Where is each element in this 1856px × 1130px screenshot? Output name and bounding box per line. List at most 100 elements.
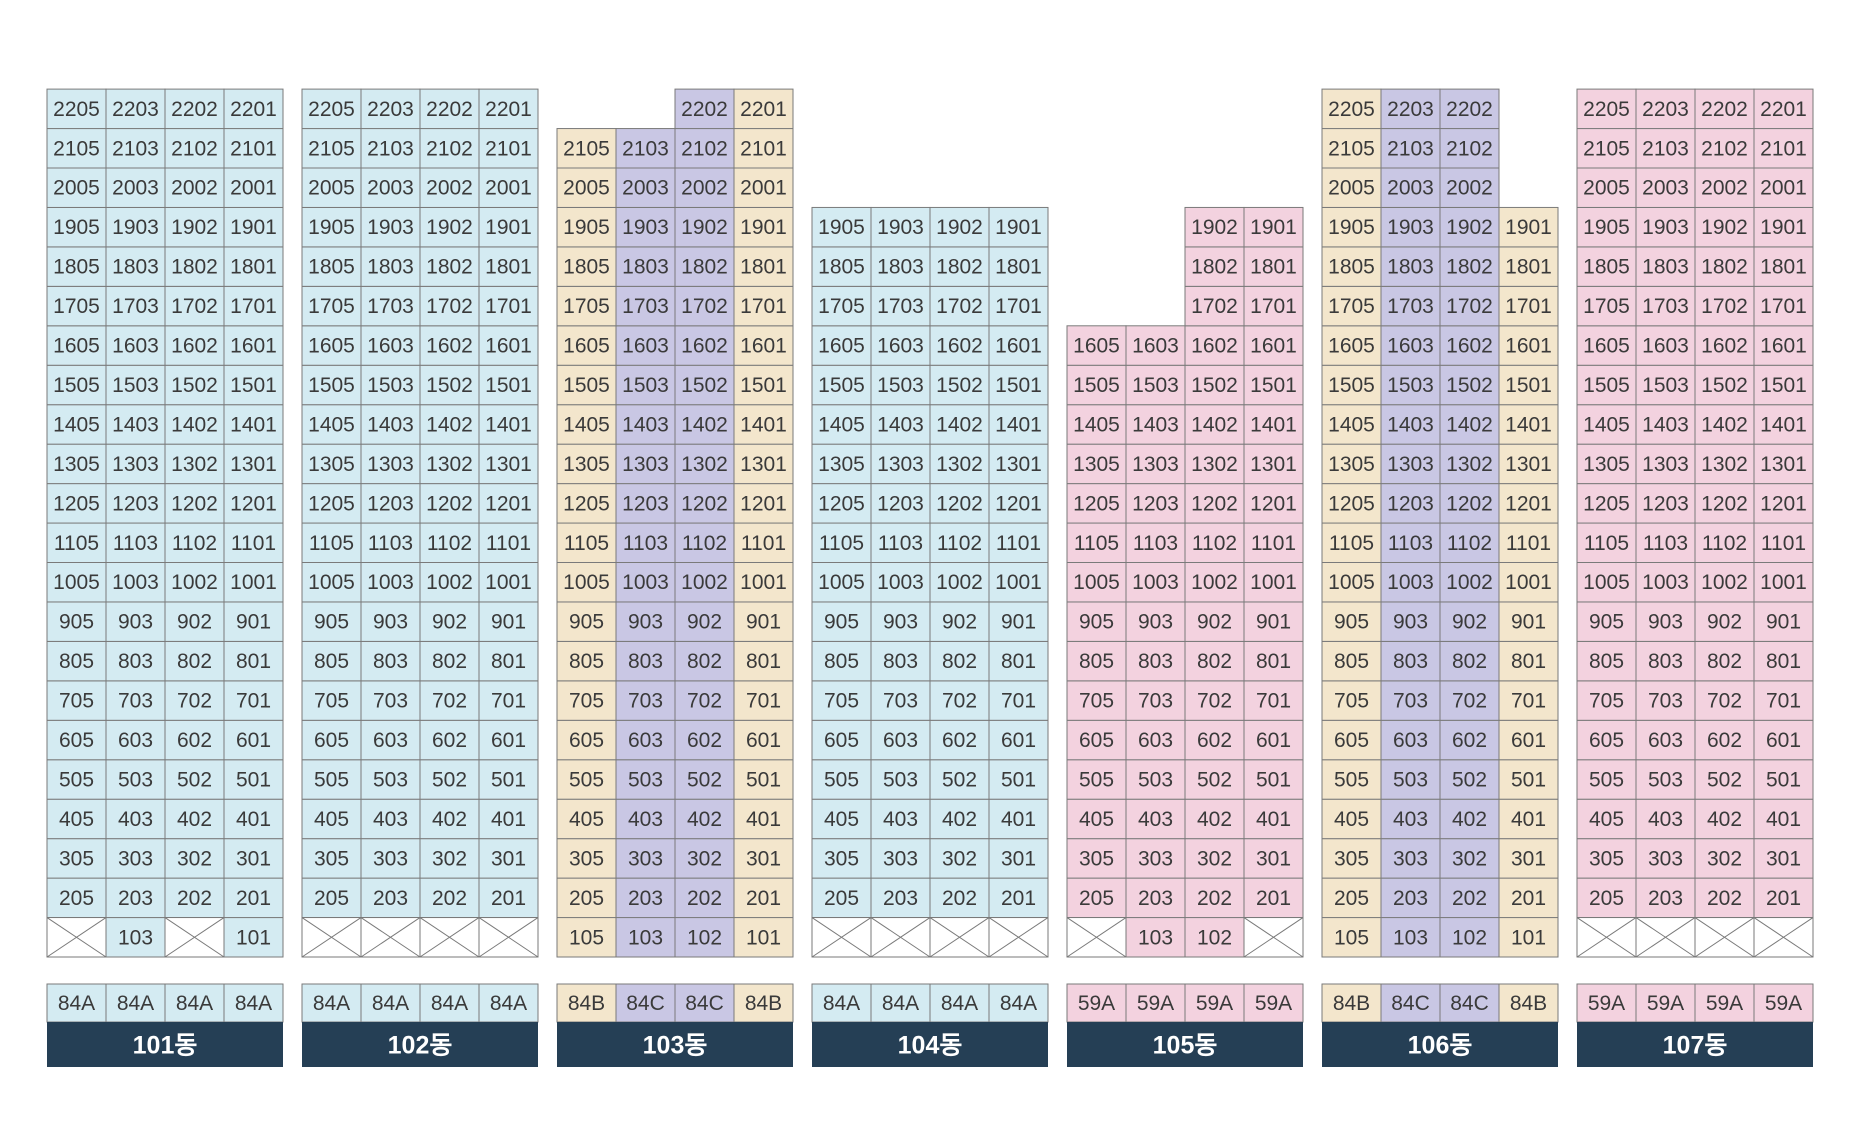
unit-number: 902 — [687, 611, 722, 634]
unit-cell: 1603 — [360, 325, 421, 366]
unit-number: 1005 — [818, 571, 865, 594]
unit-number: 1501 — [1505, 374, 1552, 397]
unit-cell: 1401 — [733, 404, 794, 445]
unit-cell: 2103 — [1380, 128, 1441, 169]
unit-number: 1501 — [1250, 374, 1297, 397]
unit-cell: 1205 — [1576, 483, 1637, 524]
unit-cell: 901 — [733, 601, 794, 642]
unit-cell: 1403 — [1380, 404, 1441, 445]
unit-number: 203 — [628, 887, 663, 910]
unit-cell: 101 — [1498, 917, 1559, 958]
unit-cell: 1505 — [811, 364, 872, 406]
unit-cell: 1205 — [1321, 483, 1382, 524]
unit-number: 701 — [491, 690, 526, 713]
unit-number: 2001 — [485, 177, 532, 200]
unit-number: 1003 — [1642, 571, 1689, 594]
unit-cell: 903 — [1125, 601, 1186, 642]
unit-cell: 702 — [419, 680, 480, 721]
unit-cell: 1802 — [1694, 246, 1755, 287]
unit-number: 702 — [1452, 690, 1487, 713]
unit-number: 1103 — [1388, 532, 1433, 555]
unit-cell: 103 — [105, 917, 166, 958]
unit-number: 1103 — [623, 532, 668, 555]
empty-unit-cell — [46, 917, 107, 958]
unit-number: 1905 — [818, 216, 865, 239]
unit-number: 403 — [883, 808, 918, 831]
unit-cell: 1202 — [929, 483, 990, 524]
unit-number: 401 — [236, 808, 271, 831]
building-name: 106동 — [1408, 1032, 1473, 1060]
unit-number: 305 — [1334, 847, 1369, 870]
building-4: 205 305 405 505 605 705 805 905 1005 1105 1205 1305… — [811, 206, 1049, 1067]
unit-number: 2205 — [53, 98, 100, 121]
unit-number: 502 — [687, 768, 722, 791]
unit-cell: 802 — [164, 640, 225, 682]
unit-cell: 201 — [1753, 877, 1814, 919]
unit-cell: 401 — [1753, 798, 1814, 840]
unit-number: 1605 — [818, 335, 865, 358]
unit-number: 505 — [1334, 768, 1369, 791]
unit-type-label: 59A — [1196, 992, 1233, 1015]
unit-number: 202 — [432, 887, 467, 910]
unit-cell: 401 — [478, 798, 539, 840]
unit-cell: 503 — [1635, 759, 1696, 800]
unit-number: 1605 — [1328, 335, 1375, 358]
unit-number: 405 — [1589, 808, 1624, 831]
unit-number: 701 — [1511, 690, 1546, 713]
unit-number: 403 — [628, 808, 663, 831]
unit-cell: 405 — [1066, 798, 1127, 840]
unit-number: 201 — [1001, 887, 1036, 910]
unit-cell: 501 — [733, 759, 794, 800]
unit-cell: 1802 — [1439, 246, 1500, 287]
unit-number: 805 — [1334, 650, 1369, 673]
unit-number: 1803 — [112, 256, 159, 279]
unit-cell: 402 — [1439, 798, 1500, 840]
unit-number: 301 — [236, 847, 271, 870]
unit-number: 1901 — [995, 216, 1042, 239]
unit-cell: 1905 — [1321, 206, 1382, 248]
unit-number: 2002 — [426, 177, 473, 200]
unit-number: 502 — [1452, 768, 1487, 791]
unit-cell: 602 — [164, 719, 225, 761]
unit-cell: 1302 — [674, 443, 735, 485]
unit-type-label: 84A — [431, 992, 468, 1015]
unit-number: 1801 — [995, 256, 1042, 279]
unit-cell: 1005 — [811, 562, 872, 603]
unit-number: 1602 — [681, 335, 728, 358]
unit-cell: 303 — [105, 838, 166, 879]
unit-number: 2101 — [230, 137, 277, 160]
unit-number: 1505 — [563, 374, 610, 397]
unit-number: 1405 — [53, 413, 100, 436]
unit-cell: 2105 — [1321, 128, 1382, 169]
unit-cell: 1502 — [1184, 364, 1245, 406]
unit-number: 2105 — [1328, 137, 1375, 160]
unit-cell: 1405 — [301, 404, 362, 445]
unit-cell: 502 — [674, 759, 735, 800]
unit-cell: 1801 — [733, 246, 794, 287]
unit-number: 602 — [1452, 729, 1487, 752]
unit-number: 1901 — [740, 216, 787, 239]
unit-number: 2003 — [1642, 177, 1689, 200]
unit-number: 303 — [1648, 847, 1683, 870]
unit-cell: 503 — [870, 759, 931, 800]
unit-number: 903 — [373, 611, 408, 634]
unit-cell: 701 — [1498, 680, 1559, 721]
unit-cell: 101 — [223, 917, 284, 958]
unit-cell: 1701 — [1753, 285, 1814, 327]
unit-number: 902 — [1452, 611, 1487, 634]
unit-number: 803 — [118, 650, 153, 673]
unit-cell: 1201 — [478, 483, 539, 524]
unit-number: 1105 — [54, 532, 99, 555]
unit-cell: 2001 — [1753, 167, 1814, 208]
unit-number: 1603 — [112, 335, 159, 358]
unit-cell: 1005 — [46, 562, 107, 603]
empty-unit-cell — [988, 917, 1049, 958]
unit-cell: 1005 — [556, 562, 617, 603]
unit-number: 1801 — [230, 256, 277, 279]
unit-number: 702 — [942, 690, 977, 713]
unit-cell: 1705 — [811, 285, 872, 327]
unit-cell: 302 — [1694, 838, 1755, 879]
unit-cell: 1201 — [1243, 483, 1304, 524]
unit-number: 703 — [1648, 690, 1683, 713]
